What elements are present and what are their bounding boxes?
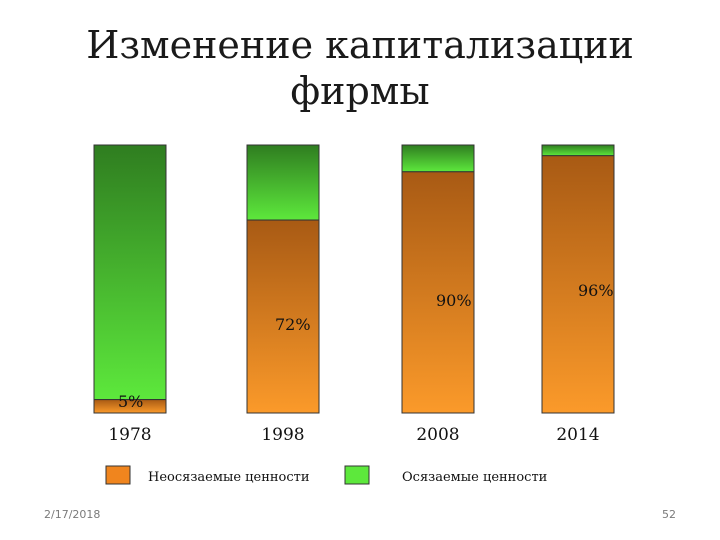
legend-label-tangible: Осязаемые ценности xyxy=(402,470,547,485)
page-title: Изменение капитализации фирмы xyxy=(86,23,634,113)
bar-tangible-1998 xyxy=(246,144,320,221)
data-label-1998: 72% xyxy=(275,315,311,334)
bar-tangible-2008 xyxy=(401,144,475,173)
legend-swatch-intangible xyxy=(105,465,131,485)
bar-intangible-1978 xyxy=(93,399,167,414)
x-tick-label-2008: 2008 xyxy=(416,425,459,445)
bar-intangible-2014 xyxy=(541,155,615,414)
bar-intangible-1998 xyxy=(246,219,320,414)
x-tick-label-1998: 1998 xyxy=(261,425,304,445)
legend-swatch-tangible xyxy=(344,465,370,485)
slide-number: 52 xyxy=(662,508,676,521)
data-label-1978: 5% xyxy=(118,392,143,411)
legend-label-intangible: Неосязаемые ценности xyxy=(148,470,310,485)
bar-tangible-2014 xyxy=(541,144,615,157)
slide-date: 2/17/2018 xyxy=(44,508,101,521)
bar-tangible-1978 xyxy=(93,144,167,401)
data-label-2014: 96% xyxy=(578,281,614,300)
x-tick-label-2014: 2014 xyxy=(556,425,599,445)
bar-intangible-2008 xyxy=(401,171,475,414)
x-tick-label-1978: 1978 xyxy=(108,425,151,445)
data-label-2008: 90% xyxy=(436,291,472,310)
